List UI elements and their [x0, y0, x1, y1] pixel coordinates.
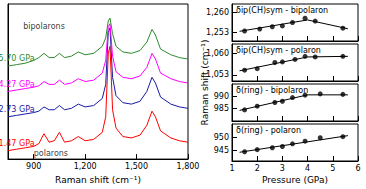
svg-text:polarons: polarons: [34, 149, 68, 158]
svg-text:Raman shift (cm⁻¹): Raman shift (cm⁻¹): [55, 175, 141, 185]
svg-text:1,253: 1,253: [206, 28, 229, 37]
svg-text:2.73 GPa: 2.73 GPa: [0, 105, 35, 114]
svg-text:950: 950: [214, 133, 229, 142]
svg-text:1,060: 1,060: [206, 49, 229, 58]
svg-text:5: 5: [330, 164, 335, 173]
svg-text:5.70 GPa: 5.70 GPa: [0, 54, 35, 63]
svg-text:δ(ring) - bipolaron: δ(ring) - bipolaron: [236, 86, 308, 95]
svg-text:4: 4: [305, 164, 310, 173]
svg-text:900: 900: [26, 162, 41, 171]
svg-text:4.27 GPa: 4.27 GPa: [0, 80, 35, 89]
svg-text:bipolarons: bipolarons: [23, 22, 65, 31]
svg-text:990: 990: [214, 92, 229, 101]
svg-text:3: 3: [280, 164, 285, 173]
svg-text:985: 985: [214, 104, 229, 113]
svg-text:Raman shift (cm⁻¹): Raman shift (cm⁻¹): [200, 39, 210, 126]
svg-text:1.47 GPa: 1.47 GPa: [0, 139, 35, 148]
svg-text:6: 6: [355, 164, 360, 173]
svg-text:δip(CH)sym - bipolaron: δip(CH)sym - bipolaron: [236, 6, 328, 15]
svg-text:2: 2: [255, 164, 260, 173]
svg-text:945: 945: [214, 146, 229, 155]
svg-text:δ(ring) - polaron: δ(ring) - polaron: [236, 126, 301, 135]
svg-text:1,800: 1,800: [177, 162, 200, 171]
svg-text:1,200: 1,200: [74, 162, 97, 171]
svg-text:1,260: 1,260: [206, 8, 229, 17]
svg-text:1,500: 1,500: [125, 162, 148, 171]
svg-text:1: 1: [229, 164, 234, 173]
svg-text:δip(CH)sym - polaron: δip(CH)sym - polaron: [236, 46, 321, 55]
svg-text:1,053: 1,053: [206, 70, 229, 79]
svg-text:Pressure (GPa): Pressure (GPa): [262, 175, 328, 185]
